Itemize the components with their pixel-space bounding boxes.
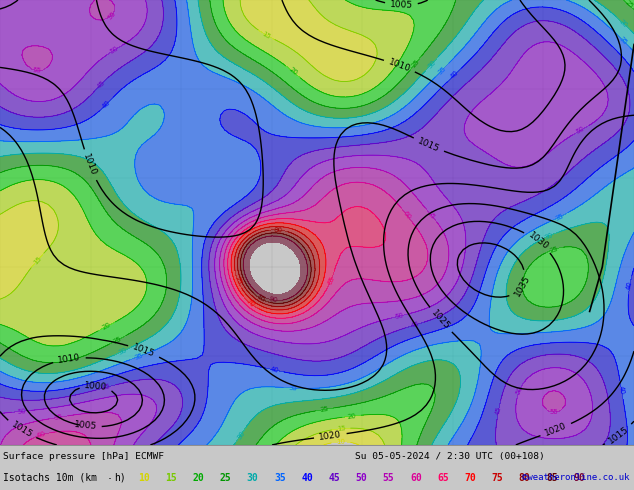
Text: 50: 50 <box>515 385 524 395</box>
Text: 55: 55 <box>550 409 559 415</box>
Text: 50: 50 <box>394 312 404 320</box>
Text: 90: 90 <box>573 473 585 483</box>
Text: 35: 35 <box>554 212 565 221</box>
Text: 70: 70 <box>464 473 476 483</box>
Text: 25: 25 <box>623 0 634 10</box>
Text: 50: 50 <box>109 45 120 55</box>
Text: 65: 65 <box>327 275 335 285</box>
Text: 1015: 1015 <box>417 136 441 154</box>
Text: 30: 30 <box>426 59 437 69</box>
Text: 60: 60 <box>402 210 412 220</box>
Text: 15: 15 <box>32 255 42 266</box>
Text: 30: 30 <box>618 18 629 28</box>
Text: 90: 90 <box>268 296 278 304</box>
Text: 15: 15 <box>165 473 177 483</box>
Text: 80: 80 <box>519 473 531 483</box>
Text: 1010: 1010 <box>81 152 98 177</box>
Text: 1005: 1005 <box>390 0 413 10</box>
Text: 40: 40 <box>301 473 313 483</box>
Text: h): h) <box>114 473 126 483</box>
Text: 35: 35 <box>274 473 286 483</box>
Text: 75: 75 <box>233 275 242 285</box>
Text: 20: 20 <box>288 67 299 77</box>
Text: 25: 25 <box>112 335 123 344</box>
Text: 35: 35 <box>133 352 144 361</box>
Text: 60: 60 <box>410 473 422 483</box>
Text: Su 05-05-2024 / 2:30 UTC (00+108): Su 05-05-2024 / 2:30 UTC (00+108) <box>355 452 545 462</box>
Text: 45: 45 <box>495 405 502 415</box>
Text: 1020: 1020 <box>318 430 342 442</box>
Text: ·: · <box>108 473 112 486</box>
Text: 40: 40 <box>101 99 112 109</box>
Text: 70: 70 <box>245 298 256 309</box>
Text: Surface pressure [hPa] ECMWF: Surface pressure [hPa] ECMWF <box>3 452 164 462</box>
Text: 1025: 1025 <box>430 308 451 331</box>
Text: 25: 25 <box>320 406 330 413</box>
Text: ©weatheronline.co.uk: ©weatheronline.co.uk <box>522 473 630 483</box>
Text: 30: 30 <box>117 346 128 356</box>
Text: 1030: 1030 <box>526 231 550 252</box>
Text: Isotachs 10m (km: Isotachs 10m (km <box>3 473 97 483</box>
Text: 45: 45 <box>101 383 112 391</box>
Text: 30: 30 <box>543 231 554 241</box>
Text: 1035: 1035 <box>512 273 532 298</box>
Text: 1020: 1020 <box>543 421 568 438</box>
Text: 40: 40 <box>449 70 460 80</box>
Text: 55: 55 <box>383 473 394 483</box>
Text: 30: 30 <box>236 430 246 441</box>
Text: 40: 40 <box>626 280 633 290</box>
Text: 10: 10 <box>138 473 150 483</box>
Text: 20: 20 <box>101 322 112 331</box>
Text: 1010: 1010 <box>387 57 412 74</box>
Text: 15: 15 <box>336 425 346 432</box>
Text: 25: 25 <box>410 58 420 69</box>
Text: 65: 65 <box>437 473 449 483</box>
Text: 1015: 1015 <box>607 424 631 445</box>
Text: 1000: 1000 <box>84 381 108 392</box>
Text: 20: 20 <box>192 473 204 483</box>
Text: 80: 80 <box>273 227 283 233</box>
Text: 10: 10 <box>337 439 346 445</box>
Text: 55: 55 <box>426 210 436 220</box>
Text: 1010: 1010 <box>57 353 81 365</box>
Text: 35: 35 <box>618 35 628 46</box>
Text: 50: 50 <box>576 125 586 135</box>
Text: 50: 50 <box>16 408 26 415</box>
Text: 35: 35 <box>288 385 297 391</box>
Text: 50: 50 <box>356 473 367 483</box>
Text: 60: 60 <box>36 431 46 439</box>
Text: 85: 85 <box>546 473 558 483</box>
Text: 20: 20 <box>347 413 356 419</box>
Text: 40: 40 <box>618 385 625 395</box>
Text: 1015: 1015 <box>10 420 34 440</box>
Text: 30: 30 <box>247 473 259 483</box>
Text: 25: 25 <box>549 245 559 253</box>
Text: 45: 45 <box>328 473 340 483</box>
Text: 40: 40 <box>269 366 280 374</box>
Text: 85: 85 <box>256 294 266 304</box>
Text: 35: 35 <box>437 65 448 75</box>
Text: 1005: 1005 <box>74 420 97 432</box>
Text: 45: 45 <box>96 79 107 90</box>
Text: 45: 45 <box>410 321 420 329</box>
Text: 15: 15 <box>261 30 271 40</box>
Text: 55: 55 <box>54 414 63 421</box>
Text: 55: 55 <box>33 67 42 74</box>
Text: 1015: 1015 <box>131 343 156 359</box>
Text: 55: 55 <box>107 10 117 20</box>
Text: 25: 25 <box>219 473 231 483</box>
Text: 75: 75 <box>491 473 503 483</box>
